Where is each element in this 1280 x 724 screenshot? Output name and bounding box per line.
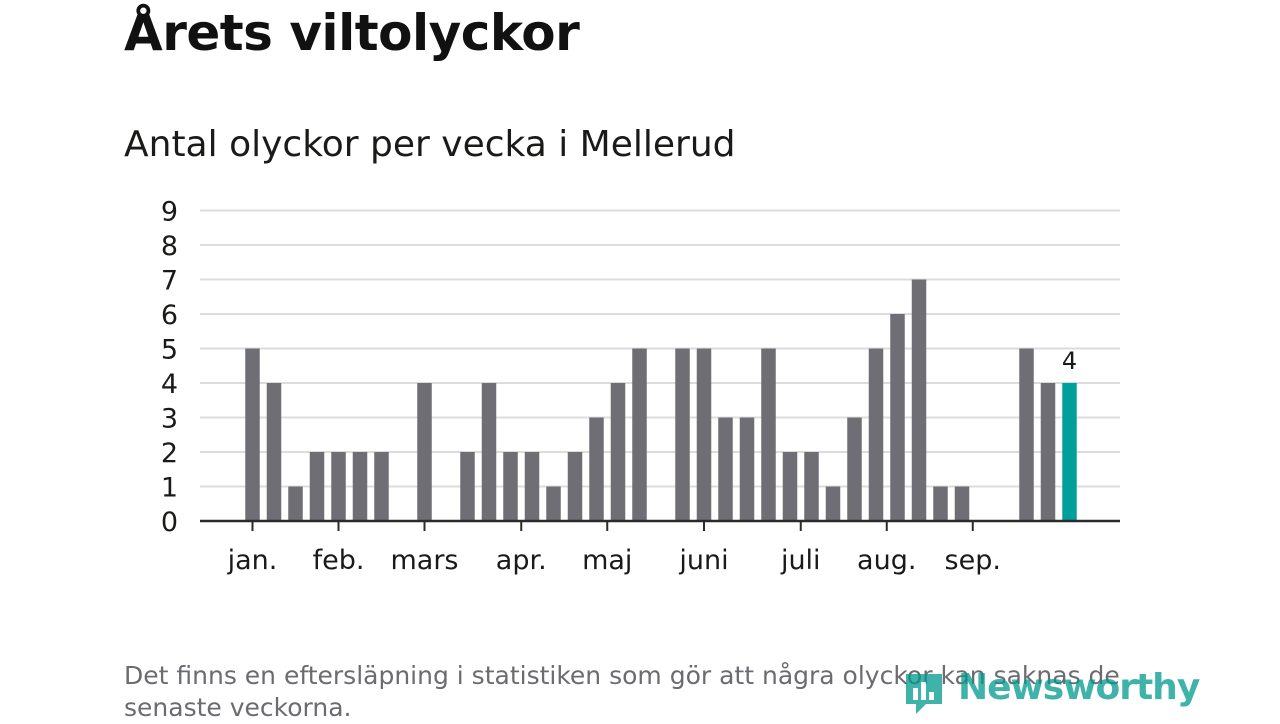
y-tick-label: 1	[161, 473, 178, 504]
bar-week-20	[632, 348, 647, 521]
y-tick-label: 0	[161, 507, 178, 538]
bar-week-5	[309, 452, 325, 521]
brand-name: Newsworthy	[958, 667, 1200, 708]
bar-week-10	[417, 383, 432, 521]
bar-week-31	[868, 348, 884, 521]
bar-week-13	[481, 383, 497, 521]
bar-week-14	[503, 452, 518, 521]
chart-title: Årets viltolyckor	[124, 4, 580, 62]
bars: 4	[245, 279, 1077, 521]
y-tick-label: 4	[161, 369, 178, 400]
bar-week-39	[1040, 383, 1056, 521]
bar-week-25	[739, 417, 755, 521]
bar-week-27	[782, 452, 798, 521]
y-tick-label: 5	[161, 335, 178, 366]
highlight-data-label: 4	[1062, 347, 1077, 375]
x-tick-label: sep.	[945, 545, 1001, 576]
x-tick-label: juni	[678, 545, 728, 576]
bar-week-15	[524, 452, 540, 521]
y-tick-label: 8	[161, 231, 178, 262]
bar-week-40	[1062, 383, 1077, 521]
bar-week-23	[696, 348, 712, 521]
footnote: Det finns en eftersläpning i statistiken…	[124, 661, 1120, 722]
bar-week-38	[1019, 348, 1034, 521]
bar-week-35	[954, 486, 970, 521]
y-tick-label: 7	[161, 266, 178, 297]
x-tick-label: apr.	[496, 545, 547, 576]
bar-week-6	[331, 452, 346, 521]
bar-week-29	[825, 486, 841, 521]
bar-week-28	[804, 452, 819, 521]
x-tick-label: aug.	[857, 545, 916, 576]
chart-logo-icon	[906, 674, 942, 714]
bar-week-18	[589, 417, 604, 521]
bar-week-33	[911, 279, 927, 521]
chart-subtitle: Antal olyckor per vecka i Mellerud	[124, 124, 736, 165]
y-tick-label: 6	[161, 300, 178, 331]
x-tick-label: maj	[582, 545, 632, 576]
y-tick-label: 9	[161, 197, 178, 228]
bar-week-22	[675, 348, 690, 521]
y-tick-label: 3	[161, 404, 178, 435]
bar-week-19	[610, 383, 626, 521]
newsworthy-logo: Newsworthy	[902, 667, 1200, 720]
bar-week-16	[546, 486, 561, 521]
bar-week-34	[933, 486, 948, 521]
x-tick-label: juli	[780, 545, 821, 576]
x-tick-label: jan.	[227, 545, 278, 576]
bar-week-24	[718, 417, 733, 521]
bar-week-26	[761, 348, 776, 521]
x-tick-label: mars	[390, 545, 458, 576]
bar-week-17	[567, 452, 583, 521]
y-tick-label: 2	[161, 438, 178, 469]
bar-week-32	[890, 314, 905, 521]
bar-week-30	[847, 417, 862, 521]
bar-week-4	[288, 486, 303, 521]
bar-week-7	[352, 452, 368, 521]
bar-week-12	[460, 452, 475, 521]
x-tick-label: feb.	[313, 545, 365, 576]
gridlines	[200, 209, 1120, 488]
bar-week-3	[266, 383, 282, 521]
bar-week-2	[245, 348, 260, 521]
bar-week-8	[374, 452, 389, 521]
